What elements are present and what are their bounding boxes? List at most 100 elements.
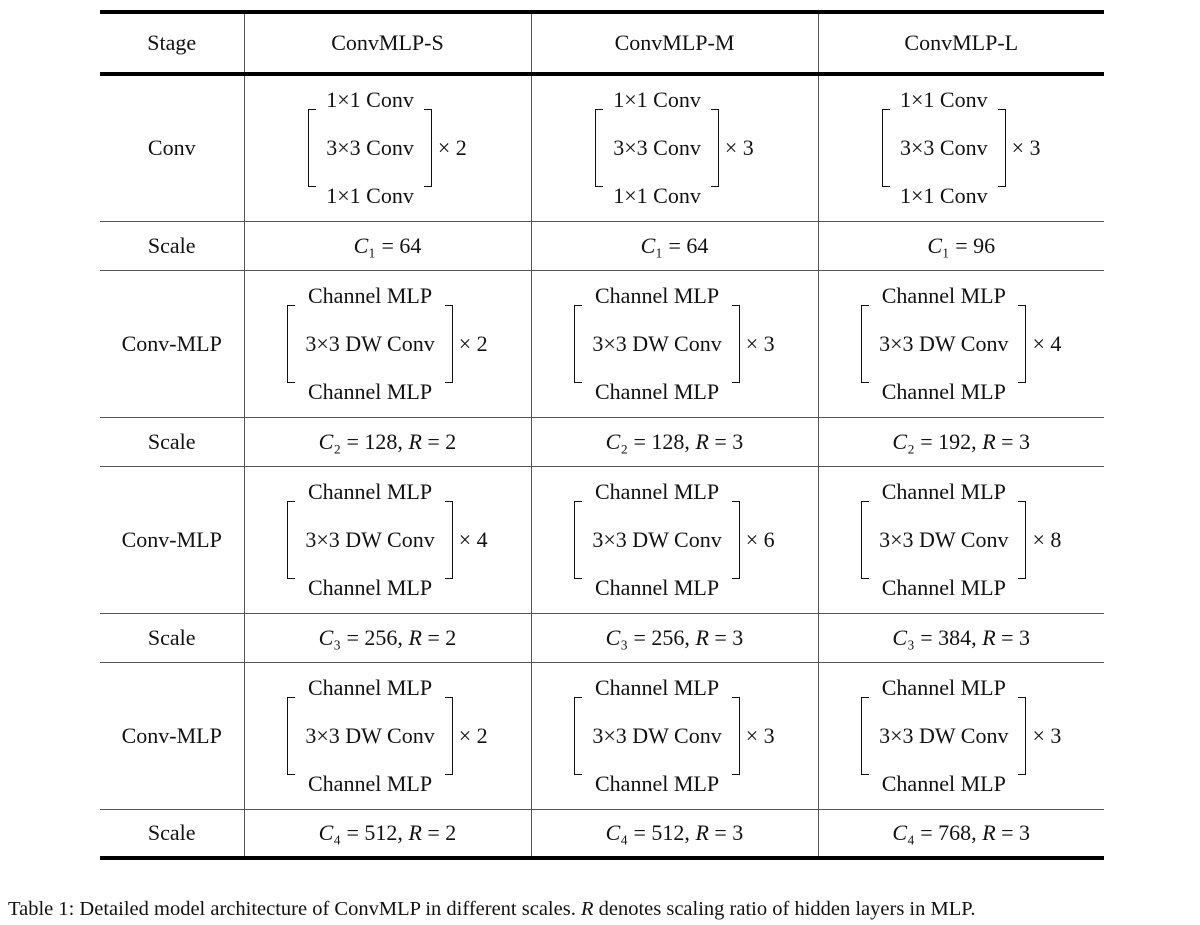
block-cell: Channel MLP 3×3 DW Conv Channel MLP × 3 [817,662,1104,809]
layer-lines: Channel MLP 3×3 DW Conv Channel MLP [295,272,444,416]
layer-name: 3×3 Conv [326,135,414,161]
block-cell: 1×1 Conv 3×3 Conv 1×1 Conv × 2 [243,74,531,221]
bracket [444,696,453,775]
block-group: Channel MLP 3×3 DW Conv Channel MLP × 4 [861,272,1061,416]
layer-name: Channel MLP [595,282,720,308]
block-group: Channel MLP 3×3 DW Conv Channel MLP × 8 [861,468,1061,612]
layer-name: 3×3 DW Conv [879,526,1009,552]
scale-cell: C₄ = 768, R = 3 [817,809,1104,858]
layer-name: 3×3 DW Conv [592,330,722,356]
layer-name: 3×3 DW Conv [305,722,435,748]
repeat-count: × 2 [458,330,488,356]
bracket [287,304,296,383]
repeat-count: × 3 [1011,135,1041,161]
bracket [731,696,740,775]
bracket [595,109,604,188]
scale-row: Scale C₁ = 64 C₁ = 64 C₁ = 96 [100,221,1104,270]
layer-name: 3×3 DW Conv [305,330,435,356]
layer-name: Channel MLP [595,478,720,504]
block-row: Conv-MLP Channel MLP 3×3 DW Conv Channel ML… [100,270,1104,417]
layer-name: 3×3 DW Conv [879,330,1009,356]
bracket [1018,500,1027,579]
stage-cell: Conv-MLP [121,330,222,356]
repeat-count: × 4 [1032,330,1062,356]
layer-name: Channel MLP [308,378,433,404]
bracket [731,304,740,383]
scale-cell: C₁ = 96 [817,221,1104,270]
bracket [861,696,870,775]
layer-name: Channel MLP [595,674,720,700]
stage-cell: Scale [147,428,196,454]
bracket [731,500,740,579]
stage-cell: Conv-MLP [121,722,222,748]
scale-cell: C₂ = 128, R = 2 [243,417,531,466]
architecture-table: Stage ConvMLP-S ConvMLP-M ConvMLP-L Conv 1×1… [100,10,1104,860]
layer-name: 1×1 Conv [613,183,701,209]
scale-cell: C₂ = 128, R = 3 [530,417,818,466]
block-group: Channel MLP 3×3 DW Conv Channel MLP × 3 [574,664,775,808]
block-cell: Channel MLP 3×3 DW Conv Channel MLP × 4 [243,466,531,613]
layer-name: Channel MLP [308,770,433,796]
scale-cell: C₂ = 192, R = 3 [817,417,1104,466]
stage-cell: Scale [147,232,196,258]
repeat-count: × 3 [745,330,775,356]
block-cell: 1×1 Conv 3×3 Conv 1×1 Conv × 3 [530,74,818,221]
block-group: Channel MLP 3×3 DW Conv Channel MLP × 2 [287,664,488,808]
scale-row: Scale C₃ = 256, R = 2 C₃ = 256, R = 3 C₃ = … [100,613,1104,662]
bracket [287,500,296,579]
layer-name: 1×1 Conv [899,87,988,113]
layer-name: 1×1 Conv [613,87,701,113]
block-cell: Channel MLP 3×3 DW Conv Channel MLP × 6 [530,466,818,613]
block-row: Conv-MLP Channel MLP 3×3 DW Conv Channel ML… [100,466,1104,613]
caption-part: denotes scaling ratio of hidden layers i… [593,898,976,920]
header-cell: Stage [147,30,197,55]
bracket [444,304,453,383]
block-row: Conv 1×1 Conv 3×3 Conv 1×1 Conv × 2 1×1 Conv 3… [100,74,1104,221]
layer-lines: Channel MLP 3×3 DW Conv Channel MLP [869,272,1018,416]
layer-lines: 1×1 Conv 3×3 Conv 1×1 Conv [603,76,711,220]
repeat-count: × 8 [1032,526,1062,552]
repeat-count: × 2 [458,722,488,748]
bracket [881,109,890,188]
block-group: Channel MLP 3×3 DW Conv Channel MLP × 6 [574,468,775,612]
block-group: Channel MLP 3×3 DW Conv Channel MLP × 3 [574,272,775,416]
bracket [574,500,583,579]
layer-name: Channel MLP [595,378,720,404]
block-cell: 1×1 Conv 3×3 Conv 1×1 Conv × 3 [817,74,1104,221]
scale-cell: C₁ = 64 [530,221,818,270]
repeat-count: × 4 [458,526,488,552]
bracket [444,500,453,579]
stage-cell: Conv-MLP [121,526,222,552]
layer-name: Channel MLP [308,478,433,504]
caption-part: Table 1: Detailed model architecture of … [8,898,581,920]
bracket [423,109,432,188]
scale-cell: C₁ = 64 [243,221,531,270]
layer-lines: Channel MLP 3×3 DW Conv Channel MLP [582,664,731,808]
layer-name: 1×1 Conv [899,183,988,209]
block-cell: Channel MLP 3×3 DW Conv Channel MLP × 2 [243,662,531,809]
header-cell: ConvMLP-M [530,12,818,74]
layer-name: Channel MLP [881,478,1006,504]
layer-name: Channel MLP [308,282,433,308]
block-cell: Channel MLP 3×3 DW Conv Channel MLP × 4 [817,270,1104,417]
scale-cell: C₃ = 256, R = 3 [530,613,818,662]
bracket [308,109,317,188]
layer-name: 3×3 Conv [613,135,701,161]
layer-name: 3×3 DW Conv [305,526,435,552]
layer-name: Channel MLP [595,770,720,796]
layer-name: Channel MLP [595,574,720,600]
layer-name: Channel MLP [308,674,433,700]
repeat-count: × 3 [724,135,754,161]
layer-name: 3×3 DW Conv [592,722,722,748]
block-cell: Channel MLP 3×3 DW Conv Channel MLP × 2 [243,270,531,417]
repeat-count: × 3 [745,722,775,748]
block-cell: Channel MLP 3×3 DW Conv Channel MLP × 3 [530,662,818,809]
layer-name: Channel MLP [881,378,1006,404]
stage-cell: Conv [147,135,196,161]
header-cell: ConvMLP-S [243,12,531,74]
bracket [574,304,583,383]
layer-name: Channel MLP [881,574,1006,600]
scale-cell: C₃ = 256, R = 2 [243,613,531,662]
layer-lines: Channel MLP 3×3 DW Conv Channel MLP [295,664,444,808]
layer-name: 3×3 DW Conv [592,526,722,552]
